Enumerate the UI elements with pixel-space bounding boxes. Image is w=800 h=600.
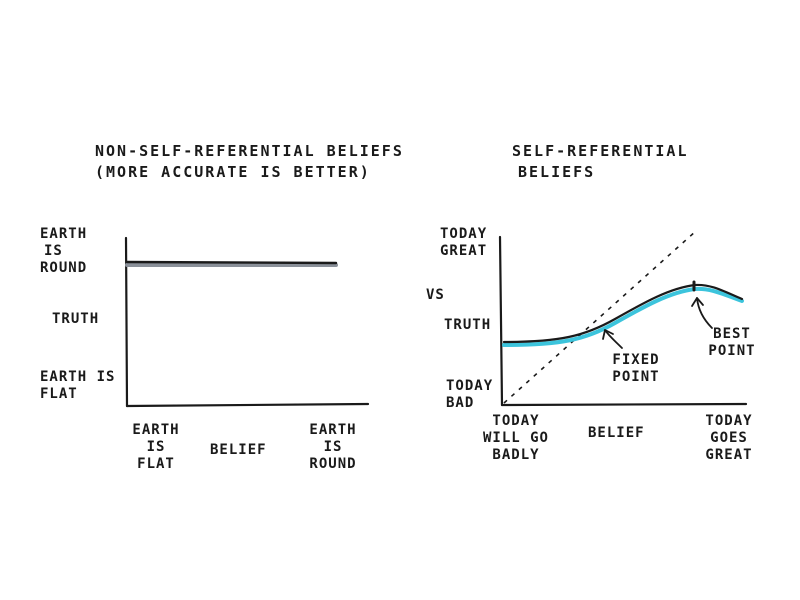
- left-y-label-top: EARTH IS ROUND: [40, 226, 88, 276]
- right-title-line1: SELF-REFERENTIAL: [512, 142, 689, 160]
- left-curve: [125, 260, 338, 265]
- best-point-arrow: [696, 297, 713, 329]
- right-curve: [502, 283, 744, 344]
- right-x-axis: [500, 402, 748, 407]
- annotation-best-point: BEST POINT: [708, 326, 756, 359]
- right-y-label-truth: TRUTH: [444, 317, 492, 333]
- right-y-label-top: TODAY GREAT: [440, 226, 488, 259]
- left-title-line2: (MORE ACCURATE IS BETTER): [95, 163, 371, 181]
- left-x-axis: [125, 402, 370, 408]
- right-y-axis: [498, 235, 504, 407]
- right-y-label-vs: VS: [426, 287, 445, 303]
- best-point-arrowhead: [691, 297, 704, 307]
- right-x-label-left: TODAY WILL GO BADLY: [482, 413, 549, 463]
- fixed-point-arrow: [604, 329, 623, 349]
- fixed-point-arrowhead: [602, 329, 614, 340]
- left-y-label-bottom: EARTH IS FLAT: [40, 369, 116, 402]
- left-y-label-truth: TRUTH: [52, 311, 100, 327]
- right-curve-highlight: [502, 286, 744, 347]
- right-x-label-belief: BELIEF: [588, 425, 645, 441]
- dashed-diagonal: [503, 230, 697, 404]
- left-x-label-belief: BELIEF: [210, 442, 267, 458]
- left-x-label-right: EARTH IS ROUND: [309, 422, 357, 472]
- annotation-fixed-point: FIXED POINT: [612, 352, 660, 385]
- right-x-label-right: TODAY GOES GREAT: [705, 413, 753, 463]
- left-title-line1: NON-SELF-REFERENTIAL BELIEFS: [95, 142, 404, 160]
- right-y-label-bottom: TODAY BAD: [446, 378, 494, 411]
- left-x-label-left: EARTH IS FLAT: [132, 422, 180, 472]
- right-title-line2: BELIEFS: [518, 163, 596, 181]
